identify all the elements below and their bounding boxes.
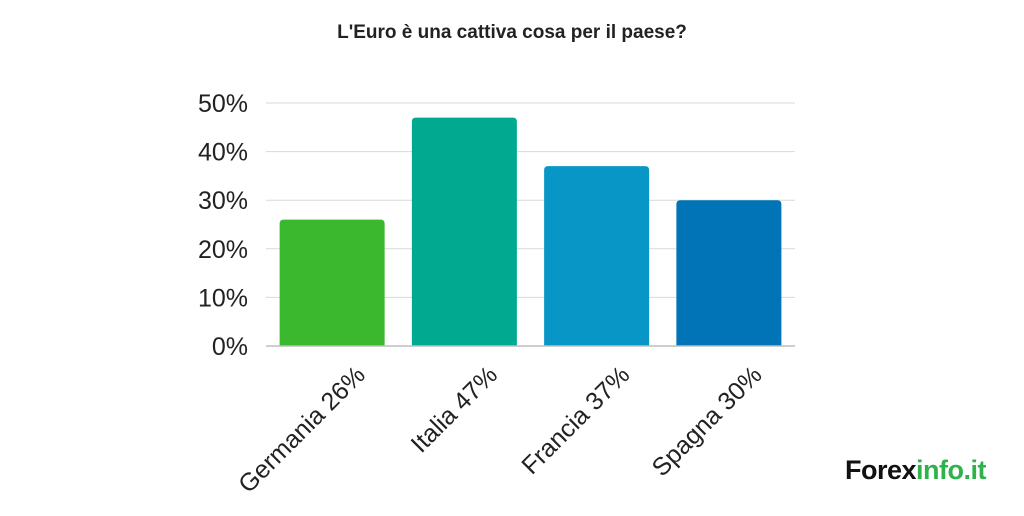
y-tick-label: 30% bbox=[198, 187, 248, 215]
bars bbox=[279, 117, 782, 346]
x-axis-labels: Germania 26% Italia 47% Francia 37% Spagna … bbox=[233, 361, 767, 499]
y-tick-label: 20% bbox=[198, 236, 248, 264]
bar-2 bbox=[544, 166, 650, 346]
y-tick-label: 50% bbox=[198, 90, 248, 118]
y-tick-label: 40% bbox=[198, 139, 248, 167]
x-tick-label: Italia 47% bbox=[406, 361, 503, 458]
bar-1 bbox=[411, 117, 517, 346]
forexinfo-logo: Forexinfo.it bbox=[844, 455, 987, 486]
logo-text-forex: Forex bbox=[844, 455, 917, 485]
logo-text-info: info.it bbox=[916, 455, 986, 485]
bar-3 bbox=[676, 200, 782, 346]
y-tick-label: 10% bbox=[198, 284, 248, 312]
chart-title: L'Euro è una cattiva cosa per il paese? bbox=[337, 22, 687, 43]
x-tick-label: Francia 37% bbox=[516, 361, 635, 480]
y-axis-ticks: 0% 10% 20% 30% 40% 50% bbox=[198, 90, 248, 361]
x-tick-label: Germania 26% bbox=[233, 361, 371, 499]
y-tick-label: 0% bbox=[212, 333, 248, 361]
x-tick-label: Spagna 30% bbox=[647, 361, 768, 482]
bar-0 bbox=[279, 219, 385, 346]
